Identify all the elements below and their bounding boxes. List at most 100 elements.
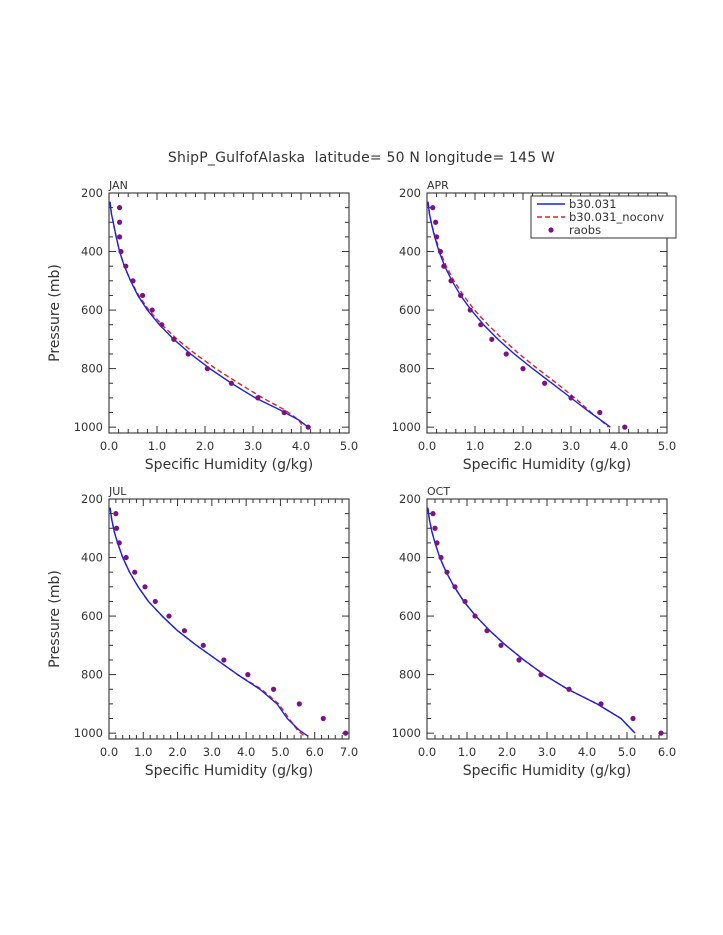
x-axis-label: Specific Humidity (g/kg) xyxy=(145,457,313,473)
y-tick-label: 200 xyxy=(81,186,103,200)
panel-title: OCT xyxy=(427,485,450,498)
raobs-point xyxy=(118,248,124,255)
x-tick-label: 5.0 xyxy=(618,745,636,759)
x-tick-label: 6.0 xyxy=(306,745,324,759)
raobs-point xyxy=(538,672,544,678)
raobs-point xyxy=(438,554,444,561)
y-tick-label: 1000 xyxy=(74,420,103,434)
raobs-point xyxy=(113,511,119,517)
y-tick-label: 800 xyxy=(399,362,421,376)
raobs-point xyxy=(113,525,120,531)
chart-panel-apr: 0.0 1.0 2.0 3.0 4.0 5.0 200 400 600 800 1000 APR Spe… xyxy=(392,179,676,473)
raobs-point xyxy=(503,351,509,357)
chart-panel-jan: 0.0 1.0 2.0 3.0 4.0 5.0 200 400 600 800 1000 JAN Spe… xyxy=(47,179,358,473)
x-tick-label: 5.0 xyxy=(658,439,676,453)
raobs-point xyxy=(462,598,468,605)
raobs-point xyxy=(123,263,129,269)
x-tick-label: 4.0 xyxy=(610,439,628,453)
raobs-point xyxy=(228,380,234,386)
raobs-point xyxy=(444,569,450,575)
y-tick-label: 400 xyxy=(399,245,421,259)
raobs-point xyxy=(305,424,311,430)
raobs-point xyxy=(149,307,155,313)
panel-title: JAN xyxy=(108,179,128,192)
x-tick-label: 4.0 xyxy=(578,745,596,759)
raobs-point xyxy=(116,540,122,546)
x-tick-label: 0.0 xyxy=(418,745,436,759)
y-tick-label: 600 xyxy=(81,303,103,317)
x-tick-label: 2.0 xyxy=(514,439,532,453)
y-tick-label: 600 xyxy=(81,609,103,623)
raobs-point xyxy=(472,613,478,619)
x-tick-label: 2.0 xyxy=(196,439,214,453)
y-tick-label: 400 xyxy=(81,245,103,259)
x-tick-label: 0.0 xyxy=(100,745,118,759)
raobs-point xyxy=(658,730,664,736)
raobs-point xyxy=(458,292,464,299)
y-tick-label: 600 xyxy=(399,609,421,623)
x-tick-label: 3.0 xyxy=(562,439,580,453)
x-tick-label: 3.0 xyxy=(244,439,262,453)
y-tick-label: 200 xyxy=(399,186,421,200)
series-line-b30-031-noconv xyxy=(427,507,636,734)
raobs-point xyxy=(181,628,188,634)
x-tick-label: 3.0 xyxy=(203,745,221,759)
y-tick-label: 600 xyxy=(399,303,421,317)
x-tick-label: 3.0 xyxy=(538,745,556,759)
raobs-point xyxy=(142,584,148,590)
chart-panel-jul: 0.0 1.0 2.0 3.0 4.0 5.0 6.0 7.0 200 400 600 800 1000… xyxy=(47,485,358,779)
x-tick-label: 2.0 xyxy=(498,745,516,759)
series-line-b30-031 xyxy=(109,507,309,737)
raobs-point xyxy=(432,525,438,531)
raobs-point xyxy=(116,219,123,225)
series-line-b30-031 xyxy=(427,201,611,428)
x-tick-label: 1.0 xyxy=(458,745,476,759)
raobs-point xyxy=(437,248,444,255)
raobs-point xyxy=(270,686,277,692)
x-tick-label: 4.0 xyxy=(292,439,310,453)
y-tick-label: 1000 xyxy=(392,726,421,740)
raobs-point xyxy=(204,366,210,372)
x-axis-label: Specific Humidity (g/kg) xyxy=(145,763,313,779)
page-title: ShipP_GulfofAlaska latitude= 50 N longit… xyxy=(167,150,556,166)
x-tick-label: 2.0 xyxy=(168,745,186,759)
raobs-point xyxy=(630,715,636,722)
x-tick-label: 4.0 xyxy=(237,745,255,759)
raobs-point xyxy=(622,424,628,430)
raobs-point xyxy=(132,569,138,575)
plot-frame xyxy=(108,192,350,434)
raobs-point xyxy=(598,701,604,707)
x-tick-label: 5.0 xyxy=(271,745,289,759)
legend-symbol-dot xyxy=(548,227,554,233)
raobs-point xyxy=(159,322,165,328)
raobs-point xyxy=(245,672,251,678)
y-tick-label: 200 xyxy=(81,492,103,506)
y-tick-label: 200 xyxy=(399,492,421,506)
raobs-point xyxy=(467,307,473,313)
x-axis-label: Specific Humidity (g/kg) xyxy=(463,763,631,779)
raobs-point xyxy=(123,554,129,561)
raobs-point xyxy=(542,380,548,386)
raobs-point xyxy=(116,234,123,240)
raobs-point xyxy=(281,409,287,416)
raobs-point xyxy=(130,278,136,284)
raobs-point xyxy=(185,351,191,357)
x-tick-label: 1.0 xyxy=(148,439,166,453)
x-axis-label: Specific Humidity (g/kg) xyxy=(463,457,631,473)
raobs-point xyxy=(296,701,302,707)
raobs-point xyxy=(200,642,206,648)
raobs-point xyxy=(166,613,172,619)
x-tick-label: 0.0 xyxy=(100,439,118,453)
raobs-point xyxy=(434,540,440,546)
series-line-b30-031-noconv xyxy=(109,201,304,428)
raobs-point xyxy=(433,219,439,225)
plot-frame xyxy=(426,498,668,740)
raobs-point xyxy=(140,292,146,299)
raobs-point xyxy=(430,511,436,517)
raobs-point xyxy=(597,409,603,416)
raobs-point xyxy=(430,205,436,211)
plot-frame xyxy=(426,192,668,434)
y-tick-label: 800 xyxy=(81,668,103,682)
